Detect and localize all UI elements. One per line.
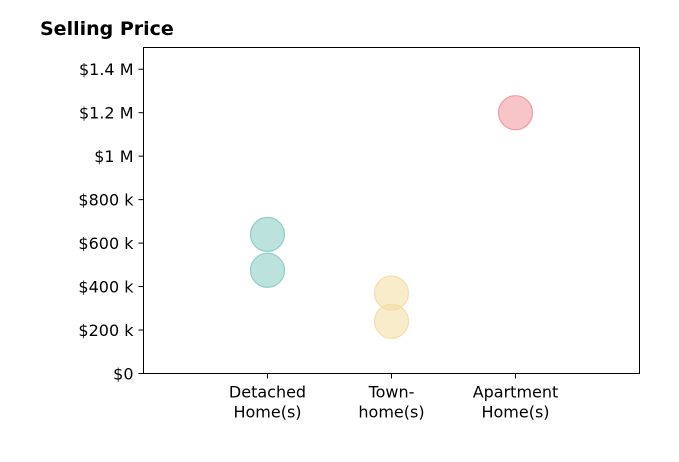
- x-tick-label-line: Detached: [229, 383, 306, 402]
- y-tick-label: $1.4 M: [79, 60, 134, 79]
- data-point: [497, 95, 534, 131]
- x-tick-label-line: Apartment: [473, 383, 559, 402]
- y-tick-label: $1.2 M: [79, 104, 134, 123]
- x-tick-label: Town-home(s): [358, 383, 424, 422]
- x-tick-label: Apartment Home(s): [473, 383, 559, 422]
- x-tick-label-line: home(s): [358, 403, 424, 422]
- y-tick-label: $1 M: [94, 147, 133, 166]
- x-tick-label-line: Town-: [368, 383, 415, 402]
- y-tick-label: $800 k: [78, 191, 134, 210]
- y-tick-label: $600 k: [78, 234, 134, 253]
- data-point: [373, 275, 410, 311]
- x-axis: Detached Home(s)Town-home(s)Apartment Home…: [229, 373, 559, 422]
- x-tick-label: Detached Home(s): [229, 383, 306, 422]
- data-point: [249, 252, 286, 288]
- y-tick-label: $0: [113, 365, 133, 384]
- y-tick-label: $400 k: [78, 278, 134, 297]
- data-points: [249, 95, 534, 339]
- chart-title: Selling Price: [40, 18, 174, 40]
- x-tick-label-line: Home(s): [481, 403, 549, 422]
- y-axis: $0 $200 k $400 k $600 k $800 k $1 M $1.2 M $1.4…: [78, 60, 144, 384]
- x-tick-label-line: Home(s): [233, 403, 301, 422]
- y-tick-label: $200 k: [78, 321, 134, 340]
- data-point: [249, 216, 286, 253]
